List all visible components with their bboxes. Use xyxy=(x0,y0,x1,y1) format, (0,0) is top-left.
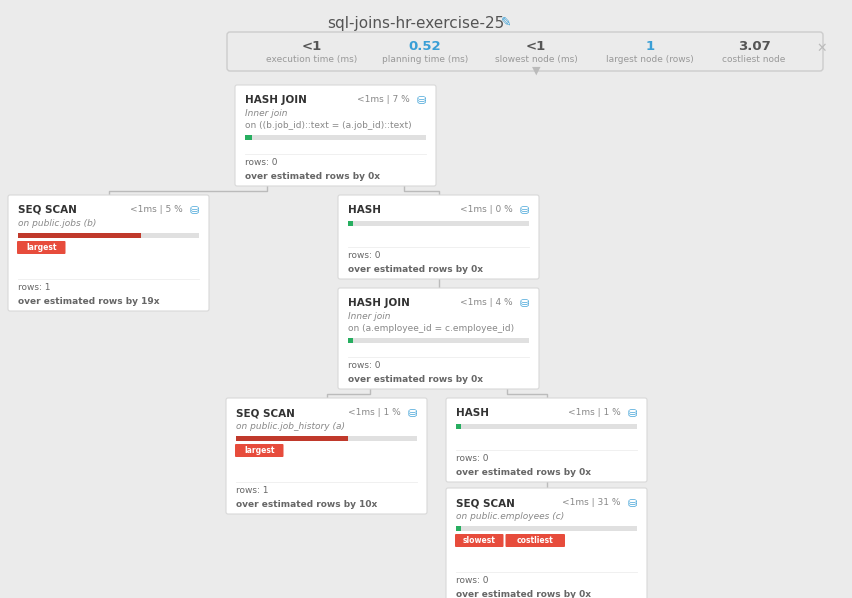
Text: costliest: costliest xyxy=(517,536,554,545)
Bar xyxy=(348,338,354,343)
Text: ⛁: ⛁ xyxy=(520,206,529,216)
Text: ⛁: ⛁ xyxy=(190,206,199,216)
Text: <1ms | 1 %: <1ms | 1 % xyxy=(348,408,401,417)
FancyBboxPatch shape xyxy=(235,444,284,457)
Text: HASH: HASH xyxy=(456,408,489,418)
Text: rows: 0: rows: 0 xyxy=(245,158,278,167)
Text: slowest node (ms): slowest node (ms) xyxy=(495,55,578,64)
Text: 1: 1 xyxy=(646,40,654,53)
Text: <1: <1 xyxy=(526,40,546,53)
Text: over estimated rows by 0x: over estimated rows by 0x xyxy=(456,468,591,477)
Text: Inner join: Inner join xyxy=(348,312,390,321)
FancyBboxPatch shape xyxy=(8,195,209,311)
FancyBboxPatch shape xyxy=(455,534,504,547)
Text: planning time (ms): planning time (ms) xyxy=(382,55,468,64)
Bar xyxy=(245,135,426,140)
Text: HASH: HASH xyxy=(348,205,381,215)
Text: over estimated rows by 0x: over estimated rows by 0x xyxy=(456,590,591,598)
Bar xyxy=(18,233,199,238)
Text: HASH JOIN: HASH JOIN xyxy=(348,298,410,308)
Bar xyxy=(348,221,354,226)
Bar xyxy=(456,526,462,531)
Text: on ((b.job_id)::text = (a.job_id)::text): on ((b.job_id)::text = (a.job_id)::text) xyxy=(245,121,412,130)
Text: slowest: slowest xyxy=(463,536,496,545)
Text: rows: 0: rows: 0 xyxy=(456,576,488,585)
Text: ✎: ✎ xyxy=(501,16,511,29)
Text: largest node (rows): largest node (rows) xyxy=(606,55,694,64)
Bar xyxy=(456,424,637,429)
Text: <1ms | 5 %: <1ms | 5 % xyxy=(130,205,183,214)
Text: <1ms | 7 %: <1ms | 7 % xyxy=(357,95,410,104)
Text: ▼: ▼ xyxy=(532,66,540,76)
Bar xyxy=(456,526,637,531)
Text: on public.employees (c): on public.employees (c) xyxy=(456,512,564,521)
Text: <1ms | 0 %: <1ms | 0 % xyxy=(460,205,513,214)
Text: <1ms | 4 %: <1ms | 4 % xyxy=(460,298,513,307)
FancyBboxPatch shape xyxy=(226,398,427,514)
Text: ⛁: ⛁ xyxy=(407,409,417,419)
FancyBboxPatch shape xyxy=(235,85,436,186)
Text: 3.07: 3.07 xyxy=(738,40,770,53)
Text: over estimated rows by 0x: over estimated rows by 0x xyxy=(348,375,483,384)
Text: ✕: ✕ xyxy=(817,41,827,54)
Text: SEQ SCAN: SEQ SCAN xyxy=(236,408,295,418)
Text: <1ms | 1 %: <1ms | 1 % xyxy=(568,408,621,417)
Bar xyxy=(348,338,529,343)
Text: <1: <1 xyxy=(302,40,322,53)
Bar xyxy=(456,424,462,429)
Text: costliest node: costliest node xyxy=(722,55,786,64)
Text: rows: 0: rows: 0 xyxy=(348,361,381,370)
Text: largest: largest xyxy=(26,243,56,252)
Text: largest: largest xyxy=(244,446,274,455)
Text: over estimated rows by 19x: over estimated rows by 19x xyxy=(18,297,159,306)
Bar xyxy=(18,233,141,238)
Text: over estimated rows by 10x: over estimated rows by 10x xyxy=(236,500,377,509)
Text: Inner join: Inner join xyxy=(245,109,287,118)
Text: ⛁: ⛁ xyxy=(628,499,637,509)
FancyBboxPatch shape xyxy=(505,534,565,547)
Text: over estimated rows by 0x: over estimated rows by 0x xyxy=(348,265,483,274)
Text: on public.job_history (a): on public.job_history (a) xyxy=(236,422,345,431)
Text: rows: 1: rows: 1 xyxy=(18,283,50,292)
Text: SEQ SCAN: SEQ SCAN xyxy=(18,205,77,215)
Text: rows: 0: rows: 0 xyxy=(456,454,488,463)
Text: on public.jobs (b): on public.jobs (b) xyxy=(18,219,96,228)
Text: ⛁: ⛁ xyxy=(628,409,637,419)
FancyBboxPatch shape xyxy=(17,241,66,254)
Bar xyxy=(236,436,348,441)
Text: ⛁: ⛁ xyxy=(520,299,529,309)
Text: execution time (ms): execution time (ms) xyxy=(267,55,358,64)
Text: on (a.employee_id = c.employee_id): on (a.employee_id = c.employee_id) xyxy=(348,324,514,333)
Text: rows: 0: rows: 0 xyxy=(348,251,381,260)
Bar xyxy=(348,221,529,226)
Text: sql-joins-hr-exercise-25: sql-joins-hr-exercise-25 xyxy=(327,16,504,31)
FancyBboxPatch shape xyxy=(338,288,539,389)
Bar xyxy=(245,135,252,140)
Text: <1ms | 31 %: <1ms | 31 % xyxy=(562,498,621,507)
FancyBboxPatch shape xyxy=(446,398,647,482)
Text: over estimated rows by 0x: over estimated rows by 0x xyxy=(245,172,380,181)
FancyBboxPatch shape xyxy=(446,488,647,598)
Text: rows: 1: rows: 1 xyxy=(236,486,268,495)
Text: 0.52: 0.52 xyxy=(409,40,441,53)
Text: ⛁: ⛁ xyxy=(417,96,426,106)
FancyBboxPatch shape xyxy=(338,195,539,279)
Text: SEQ SCAN: SEQ SCAN xyxy=(456,498,515,508)
Text: HASH JOIN: HASH JOIN xyxy=(245,95,307,105)
Bar xyxy=(236,436,417,441)
